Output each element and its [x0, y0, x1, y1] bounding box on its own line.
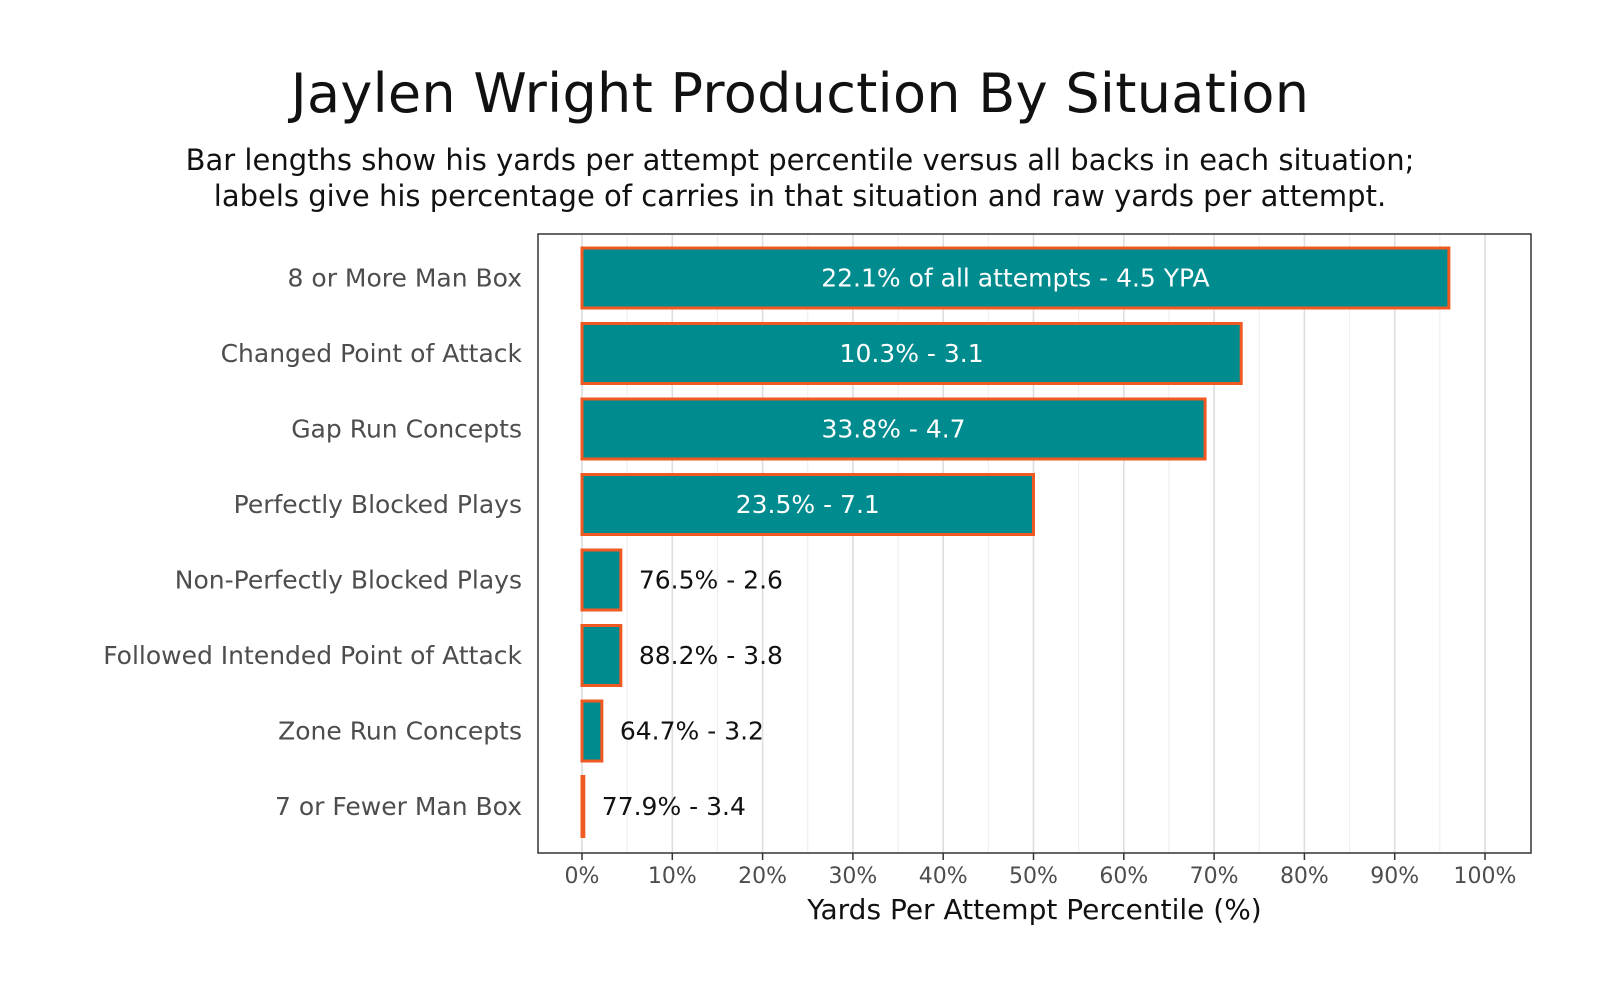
- x-tick-label: 0%: [565, 864, 600, 889]
- data-label: 23.5% - 7.1: [736, 490, 880, 519]
- panel-border: [537, 233, 1532, 854]
- category-label: Perfectly Blocked Plays: [234, 490, 522, 519]
- x-tick-label: 70%: [1190, 864, 1239, 889]
- x-tick-label: 40%: [919, 864, 968, 889]
- category-label: Gap Run Concepts: [291, 415, 522, 444]
- bar-followed-intended-point-of-attack: [580, 624, 623, 687]
- bar-zone-run-concepts: [580, 699, 604, 763]
- data-label: 22.1% of all attempts - 4.5 YPA: [821, 264, 1209, 293]
- x-tick-label: 20%: [738, 864, 787, 889]
- chart-subtitle-line-2: labels give his percentage of carries in…: [213, 179, 1387, 213]
- bar-7-or-fewer-man-box: [580, 775, 586, 838]
- category-label: Followed Intended Point of Attack: [103, 641, 522, 670]
- bar-8-or-more-man-box: [580, 246, 1451, 310]
- data-label: 88.2% - 3.8: [639, 641, 783, 670]
- bar-gap-run-concepts: [580, 397, 1207, 461]
- x-axis-title: Yards Per Attempt Percentile (%): [806, 893, 1261, 926]
- category-label: Non-Perfectly Blocked Plays: [175, 566, 522, 595]
- data-label: 64.7% - 3.2: [620, 717, 764, 746]
- category-label: Changed Point of Attack: [221, 339, 523, 368]
- category-label: 7 or Fewer Man Box: [275, 792, 522, 821]
- x-tick-label: 30%: [828, 864, 877, 889]
- bar-non-perfectly-blocked-plays: [580, 548, 623, 612]
- x-tick-label: 60%: [1099, 864, 1148, 889]
- chart-title: Jaylen Wright Production By Situation: [290, 62, 1310, 125]
- x-tick-label: 100%: [1454, 864, 1517, 889]
- data-label: 10.3% - 3.1: [840, 339, 984, 368]
- category-label: Zone Run Concepts: [278, 717, 522, 746]
- data-label: 77.9% - 3.4: [602, 792, 746, 821]
- category-label: 8 or More Man Box: [288, 264, 522, 293]
- x-tick-label: 80%: [1280, 864, 1329, 889]
- x-tick-label: 90%: [1370, 864, 1419, 889]
- x-tick-label: 10%: [648, 864, 697, 889]
- x-tick-label: 50%: [1009, 864, 1058, 889]
- data-label: 33.8% - 4.7: [821, 415, 965, 444]
- chart-subtitle-line-1: Bar lengths show his yards per attempt p…: [185, 143, 1415, 177]
- bar-perfectly-blocked-plays: [580, 473, 1035, 536]
- bar-changed-point-of-attack: [580, 322, 1243, 385]
- data-label: 76.5% - 2.6: [639, 566, 783, 595]
